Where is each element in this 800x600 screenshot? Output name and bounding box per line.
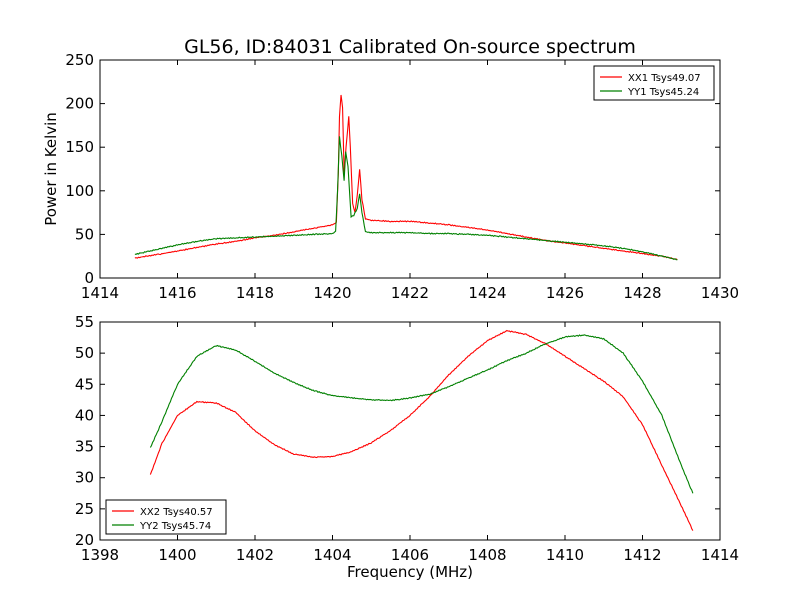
- y-tick-label: 35: [75, 438, 94, 456]
- x-axis-label: Frequency (MHz): [347, 563, 473, 581]
- bottom-spectrum-plot: 1398 1400 1402 1404 1406 1408 1410 1412 1414 20 25…: [75, 313, 739, 581]
- x-tick-label: 1400: [158, 546, 196, 564]
- top-spectrum-plot: 1414 1416 1418 1420 1422 1424 1426 1428 1430 0 50 1…: [42, 51, 739, 302]
- series-line-2: [134, 136, 678, 261]
- y-tick-label: 50: [75, 225, 94, 243]
- x-tick-label: 1410: [546, 546, 584, 564]
- y-tick-label: 50: [75, 344, 94, 362]
- y-tick-label: 40: [75, 406, 94, 424]
- legend-box: [593, 65, 715, 101]
- series-line-1: [149, 329, 694, 531]
- x-tick-label: 1420: [313, 284, 351, 302]
- x-tick-label: 1428: [623, 284, 661, 302]
- y-tick-label: 55: [75, 313, 94, 331]
- x-tick-label: 1414: [701, 546, 739, 564]
- x-tick-label: 1402: [236, 546, 274, 564]
- x-tick-label: 1426: [546, 284, 584, 302]
- legend: XX2 Tsys40.57 YY2 Tsys45.74: [105, 499, 227, 535]
- legend-label: YY1 Tsys45.24: [627, 87, 699, 98]
- x-tick-label: 1430: [701, 284, 739, 302]
- series-line-1: [134, 94, 678, 261]
- legend: XX1 Tsys49.07 YY1 Tsys45.24: [593, 65, 715, 101]
- x-tick-label: 1398: [81, 546, 119, 564]
- x-tick-label: 1424: [468, 284, 506, 302]
- y-tick-label: 100: [65, 182, 94, 200]
- y-tick-label: 200: [65, 95, 94, 113]
- x-tick-label: 1412: [623, 546, 661, 564]
- x-tick-label: 1414: [81, 284, 119, 302]
- x-tick-label: 1416: [158, 284, 196, 302]
- legend-label: XX2 Tsys40.57: [140, 507, 213, 518]
- x-tick-label: 1422: [391, 284, 429, 302]
- y-tick-label: 150: [65, 138, 94, 156]
- y-tick-label: 0: [84, 269, 94, 287]
- legend-label: XX1 Tsys49.07: [628, 73, 701, 84]
- y-axis-label: Power in Kelvin: [42, 112, 60, 226]
- y-tick-label: 45: [75, 375, 94, 393]
- y-tick-label: 25: [75, 500, 94, 518]
- y-tick-label: 30: [75, 469, 94, 487]
- legend-box: [105, 499, 227, 535]
- figure-title: GL56, ID:84031 Calibrated On-source spec…: [184, 36, 636, 58]
- x-tick-label: 1418: [236, 284, 274, 302]
- y-tick-label: 20: [75, 531, 94, 549]
- x-tick-label: 1404: [313, 546, 351, 564]
- x-tick-label: 1408: [468, 546, 506, 564]
- y-tick-label: 250: [65, 51, 94, 69]
- legend-label: YY2 Tsys45.74: [139, 521, 211, 532]
- series-line-2: [149, 334, 694, 494]
- x-tick-label: 1406: [391, 546, 429, 564]
